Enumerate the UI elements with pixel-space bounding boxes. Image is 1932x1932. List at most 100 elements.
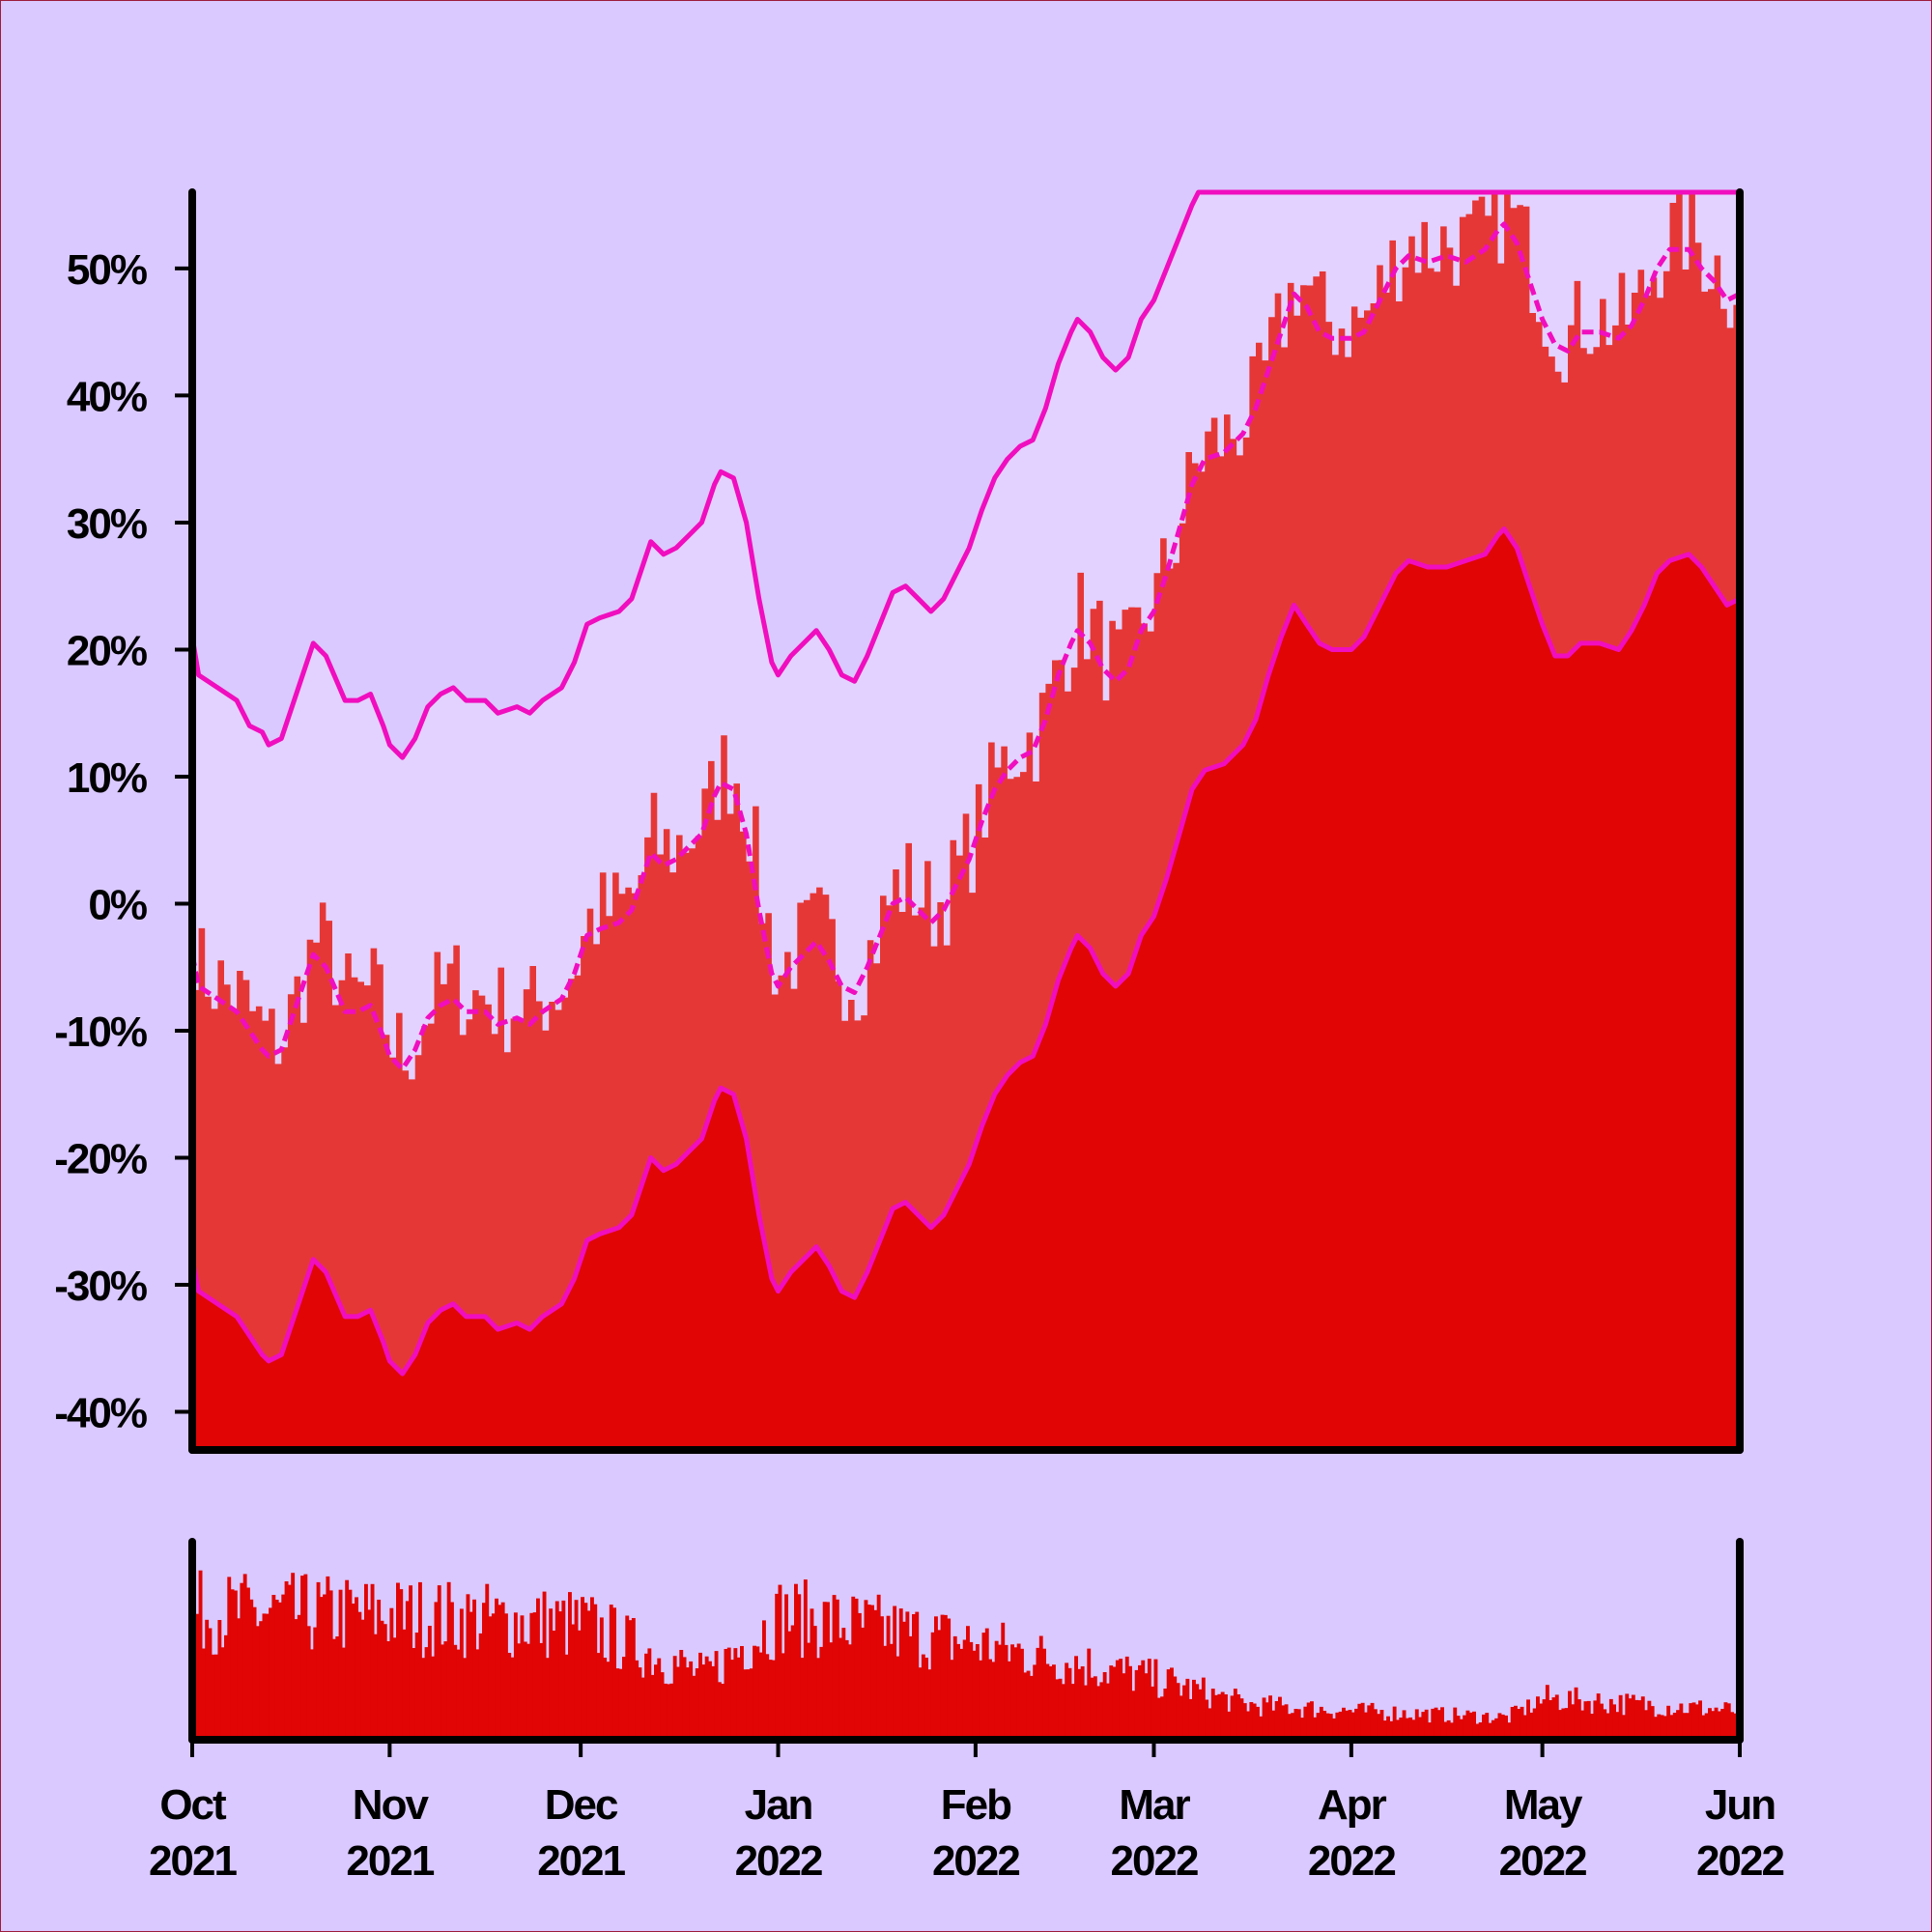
volume-bar (943, 1614, 948, 1740)
volume-bar (1096, 1686, 1100, 1740)
volume-bar (488, 1616, 493, 1740)
volume-bar (198, 1570, 203, 1740)
volume-bar (1141, 1660, 1146, 1740)
volume-bar (310, 1649, 314, 1740)
volume-bar (507, 1653, 512, 1740)
volume-bar (826, 1602, 830, 1740)
volume-bar (1468, 1712, 1473, 1740)
volume-bar (230, 1589, 235, 1740)
volume-bar (1431, 1708, 1435, 1740)
volume-bar (1370, 1702, 1375, 1740)
volume-bar (1293, 1709, 1298, 1740)
volume-bar (523, 1641, 527, 1740)
volume-bar (418, 1581, 422, 1740)
volume-bar (424, 1647, 429, 1740)
volume-bar (1379, 1710, 1384, 1740)
volume-bar (1233, 1689, 1237, 1740)
volume-bar (554, 1601, 559, 1740)
volume-bar (898, 1608, 903, 1740)
x-tick-year: 2022 (932, 1837, 1019, 1885)
volume-bar (294, 1619, 298, 1740)
volume-bar (1698, 1700, 1702, 1740)
volume-bar (399, 1589, 404, 1740)
volume-bar (606, 1662, 611, 1740)
volume-bar (497, 1605, 502, 1740)
volume-bar (453, 1644, 458, 1740)
volume-bar (1310, 1701, 1314, 1740)
volume-bar (1631, 1694, 1635, 1740)
volume-bar (803, 1579, 808, 1740)
y-axis-ticks: -40% -30% -20% -10% 0% 10% 20% 30% 40% 50% (54, 246, 192, 1437)
volume-bar (1170, 1667, 1174, 1740)
volume-bar (1672, 1713, 1677, 1740)
volume-bar (692, 1675, 696, 1740)
volume-bar (1583, 1701, 1588, 1740)
volume-bar (800, 1658, 805, 1740)
volume-bar (689, 1661, 694, 1740)
volume-bar (905, 1611, 910, 1740)
volume-bar (1478, 1722, 1483, 1740)
volume-bar (326, 1576, 330, 1740)
volume-bar (466, 1594, 470, 1740)
volume-bar (1494, 1718, 1499, 1740)
volume-bar (1411, 1719, 1416, 1740)
volume-bar (529, 1612, 534, 1740)
volume-bar (332, 1638, 336, 1740)
volume-bar (721, 1684, 725, 1740)
volume-bar (300, 1576, 304, 1740)
volume-bar (1399, 1718, 1404, 1740)
volume-bar (1733, 1713, 1738, 1740)
middle-dashed-line (189, 221, 1742, 1071)
volume-bar (1023, 1672, 1028, 1740)
y-tick-label: 10% (67, 754, 147, 802)
volume-bar (841, 1628, 846, 1740)
volume-bar (778, 1584, 782, 1740)
volume-bar (1264, 1702, 1269, 1740)
volume-bar (249, 1599, 254, 1740)
volume-bar (427, 1626, 432, 1740)
volume-bars (192, 1570, 1741, 1740)
x-tick-year: 2021 (149, 1837, 237, 1885)
volume-bar (201, 1648, 206, 1740)
volume-bar (1106, 1683, 1110, 1740)
volume-bar (1679, 1703, 1684, 1740)
volume-bar (539, 1642, 544, 1740)
volume-bar (1325, 1713, 1330, 1740)
volume-bar (1730, 1712, 1734, 1740)
volume-bar (1593, 1700, 1598, 1740)
volume-bar (367, 1609, 372, 1740)
volume-bar (844, 1639, 849, 1740)
y-tick-label: -40% (54, 1390, 147, 1437)
x-tick-month: Apr (1318, 1781, 1387, 1829)
volume-bar (500, 1602, 505, 1740)
volume-bar (1434, 1707, 1438, 1740)
volume-bar (924, 1658, 928, 1740)
volume-bar (1389, 1720, 1394, 1740)
volume-bar (421, 1658, 426, 1740)
volume-bar (1287, 1714, 1292, 1740)
volume-bar (252, 1606, 257, 1740)
volume-bar (586, 1610, 591, 1740)
volume-bar (1173, 1676, 1178, 1740)
volume-bar (952, 1635, 957, 1740)
volume-bar (1284, 1704, 1289, 1740)
volume-bar (1300, 1718, 1304, 1740)
volume-bar (832, 1595, 837, 1740)
volume-bar (1500, 1714, 1505, 1740)
volume-bar (1350, 1712, 1355, 1740)
volume-bar (768, 1660, 773, 1740)
volume-bar (446, 1581, 451, 1740)
volume-bar (434, 1602, 439, 1740)
volume-bar (1217, 1693, 1222, 1740)
volume-bar (1192, 1679, 1196, 1740)
volume-bar (1704, 1713, 1709, 1740)
volume-bar (638, 1667, 642, 1740)
volume-bar (622, 1657, 626, 1740)
volume-bar (889, 1643, 894, 1740)
volume-bar (1013, 1647, 1018, 1740)
volume-bar (1322, 1711, 1327, 1740)
volume-bar (854, 1598, 859, 1740)
volume-bar (988, 1659, 992, 1740)
volume-bar (214, 1654, 218, 1740)
volume-bar (1306, 1702, 1311, 1740)
